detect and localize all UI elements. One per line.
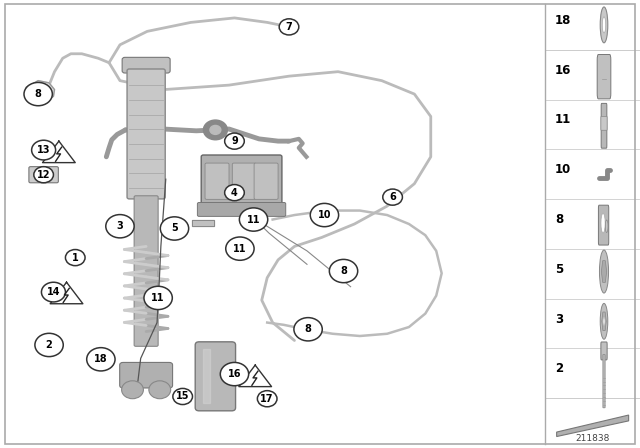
Circle shape [35,333,63,357]
FancyBboxPatch shape [127,69,165,199]
Text: 8: 8 [340,266,347,276]
Circle shape [600,250,609,293]
FancyBboxPatch shape [195,342,236,411]
Text: 16: 16 [555,64,571,77]
Text: 12: 12 [37,170,51,180]
Circle shape [42,282,65,302]
Circle shape [226,237,254,260]
Text: 15: 15 [176,392,189,401]
Polygon shape [204,349,210,403]
Text: 8: 8 [555,213,563,226]
Circle shape [204,120,227,140]
Circle shape [34,167,53,183]
FancyBboxPatch shape [254,163,278,199]
Circle shape [173,388,193,405]
Polygon shape [50,282,83,304]
Circle shape [605,220,608,233]
Text: 2: 2 [555,362,563,375]
Text: 8: 8 [305,324,312,334]
Text: 11: 11 [555,113,571,126]
Text: 211838: 211838 [575,434,610,443]
Text: 6: 6 [389,192,396,202]
Circle shape [149,381,171,399]
Circle shape [24,82,52,106]
FancyBboxPatch shape [29,167,58,183]
FancyBboxPatch shape [601,116,607,130]
Text: 18: 18 [94,354,108,364]
Circle shape [160,217,189,240]
Text: 11: 11 [152,293,165,303]
Circle shape [220,362,249,386]
FancyBboxPatch shape [120,362,173,388]
Polygon shape [602,312,606,331]
Text: 10: 10 [317,210,331,220]
Text: 3: 3 [555,313,563,326]
Text: 16: 16 [228,369,241,379]
FancyBboxPatch shape [598,205,609,245]
Circle shape [225,133,244,149]
FancyBboxPatch shape [601,342,607,360]
Polygon shape [42,141,76,163]
Circle shape [383,189,403,205]
Text: 17: 17 [260,394,274,404]
Text: 11: 11 [233,244,246,254]
Text: 18: 18 [555,14,571,27]
Circle shape [122,381,143,399]
Text: 14: 14 [47,287,60,297]
Text: 5: 5 [171,224,178,233]
FancyBboxPatch shape [201,155,282,208]
Circle shape [225,185,244,201]
Text: 2: 2 [45,340,52,350]
Circle shape [294,318,323,341]
FancyBboxPatch shape [122,57,170,73]
FancyBboxPatch shape [205,163,229,199]
Polygon shape [26,81,54,101]
Circle shape [600,7,608,43]
Text: 9: 9 [231,136,238,146]
Text: 3: 3 [116,221,124,231]
Circle shape [210,125,221,134]
Polygon shape [557,415,628,436]
Text: 4: 4 [231,188,238,198]
FancyBboxPatch shape [197,202,285,216]
Circle shape [603,317,605,326]
Circle shape [600,303,608,339]
Text: 10: 10 [555,163,571,176]
Text: 1: 1 [72,253,79,263]
Circle shape [31,140,56,160]
Circle shape [602,17,605,33]
FancyBboxPatch shape [134,196,158,346]
Polygon shape [602,261,607,282]
Text: 8: 8 [35,89,42,99]
Circle shape [310,203,339,227]
Circle shape [65,250,85,266]
FancyBboxPatch shape [603,354,605,408]
Circle shape [279,19,299,35]
Polygon shape [239,365,271,387]
Text: 13: 13 [37,145,51,155]
Circle shape [601,213,605,233]
Text: 11: 11 [247,215,260,224]
Text: 5: 5 [555,263,563,276]
Polygon shape [193,220,214,226]
Circle shape [106,215,134,238]
Circle shape [257,391,277,407]
Text: 7: 7 [285,22,292,32]
FancyBboxPatch shape [601,103,607,148]
FancyBboxPatch shape [597,55,611,99]
FancyBboxPatch shape [232,163,256,199]
Circle shape [330,259,358,283]
Circle shape [86,348,115,371]
Circle shape [239,208,268,231]
Circle shape [144,286,172,310]
